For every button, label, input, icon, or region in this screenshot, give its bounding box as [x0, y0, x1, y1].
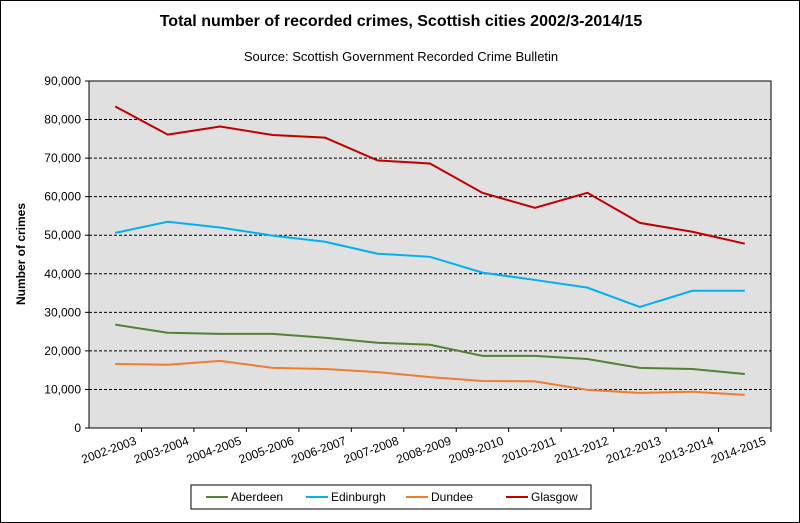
x-tick-label: 2007-2008: [342, 434, 401, 467]
y-axis-title: Number of crimes: [14, 203, 28, 305]
chart-subtitle: Source: Scottish Government Recorded Cri…: [244, 49, 558, 64]
y-tick-label: 70,000: [44, 151, 81, 165]
y-tick-label: 30,000: [44, 305, 81, 319]
x-tick-label: 2006-2007: [289, 434, 348, 467]
y-tick-label: 40,000: [44, 267, 81, 281]
x-tick-label: 2012-2013: [604, 434, 663, 467]
legend-label-dundee: Dundee: [431, 490, 473, 504]
y-tick-label: 0: [74, 421, 81, 435]
legend: Aberdeen Edinburgh Dundee Glasgow: [190, 484, 592, 510]
x-tick-label: 2011-2012: [553, 434, 611, 467]
y-tick-label: 90,000: [44, 74, 81, 88]
y-tick-label: 60,000: [44, 190, 81, 204]
x-tick-label: 2005-2006: [237, 434, 296, 467]
chart-title: Total number of recorded crimes, Scottis…: [160, 13, 643, 30]
y-tick-label: 50,000: [44, 228, 81, 242]
x-tick-label: 2009-2010: [447, 434, 506, 467]
x-tick-label: 2008-2009: [394, 434, 453, 467]
legend-label-edinburgh: Edinburgh: [331, 490, 386, 504]
x-tick-label: 2002-2003: [80, 434, 139, 467]
x-tick-label: 2013-2014: [657, 434, 716, 467]
legend-label-aberdeen: Aberdeen: [231, 490, 283, 504]
legend-label-glasgow: Glasgow: [531, 490, 578, 504]
y-tick-label: 10,000: [44, 382, 81, 396]
y-tick-label: 80,000: [44, 113, 81, 127]
x-tick-label: 2010-2011: [500, 434, 558, 467]
plot-area: [88, 80, 772, 429]
x-tick-label: 2004-2005: [184, 434, 243, 467]
x-tick-label: 2014-2015: [709, 434, 768, 467]
x-tick-label: 2003-2004: [132, 434, 191, 467]
y-tick-label: 20,000: [44, 344, 81, 358]
